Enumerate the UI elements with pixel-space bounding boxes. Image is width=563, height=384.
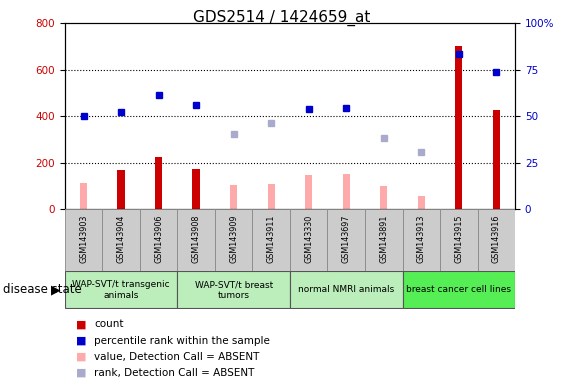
Text: GSM143915: GSM143915 [454, 215, 463, 263]
Text: GSM143697: GSM143697 [342, 215, 351, 263]
FancyBboxPatch shape [403, 271, 515, 308]
Bar [380, 186, 387, 209]
Text: GSM143891: GSM143891 [379, 215, 388, 263]
FancyBboxPatch shape [440, 209, 477, 271]
Bar [343, 174, 350, 209]
Text: GSM143909: GSM143909 [229, 215, 238, 263]
Text: ■: ■ [76, 368, 87, 378]
Text: GSM143906: GSM143906 [154, 215, 163, 263]
FancyBboxPatch shape [365, 209, 403, 271]
Bar [418, 197, 425, 209]
Bar [267, 184, 275, 209]
FancyBboxPatch shape [65, 209, 102, 271]
Text: GSM143330: GSM143330 [304, 215, 313, 263]
Text: value, Detection Call = ABSENT: value, Detection Call = ABSENT [94, 352, 260, 362]
Text: ■: ■ [76, 336, 87, 346]
FancyBboxPatch shape [290, 271, 403, 308]
Bar [155, 157, 162, 209]
Text: WAP-SVT/t breast
tumors: WAP-SVT/t breast tumors [195, 280, 272, 300]
FancyBboxPatch shape [177, 209, 215, 271]
Bar [455, 46, 462, 209]
Bar [193, 169, 200, 209]
FancyBboxPatch shape [252, 209, 290, 271]
FancyBboxPatch shape [290, 209, 328, 271]
Text: breast cancer cell lines: breast cancer cell lines [406, 285, 511, 295]
FancyBboxPatch shape [102, 209, 140, 271]
Text: count: count [94, 319, 123, 329]
Text: rank, Detection Call = ABSENT: rank, Detection Call = ABSENT [94, 368, 254, 378]
Text: GSM143913: GSM143913 [417, 215, 426, 263]
Text: GDS2514 / 1424659_at: GDS2514 / 1424659_at [193, 10, 370, 26]
FancyBboxPatch shape [65, 271, 177, 308]
Text: WAP-SVT/t transgenic
animals: WAP-SVT/t transgenic animals [72, 280, 170, 300]
Text: disease state: disease state [3, 283, 82, 296]
Bar [493, 110, 500, 209]
Bar [80, 182, 87, 209]
Text: GSM143916: GSM143916 [492, 215, 501, 263]
FancyBboxPatch shape [477, 209, 515, 271]
Text: GSM143904: GSM143904 [117, 215, 126, 263]
Text: ▶: ▶ [51, 283, 61, 296]
FancyBboxPatch shape [215, 209, 252, 271]
Text: GSM143911: GSM143911 [267, 215, 276, 263]
Bar [230, 185, 237, 209]
FancyBboxPatch shape [328, 209, 365, 271]
Text: ■: ■ [76, 319, 87, 329]
Text: GSM143908: GSM143908 [191, 215, 200, 263]
Text: GSM143903: GSM143903 [79, 215, 88, 263]
Bar [118, 170, 124, 209]
Text: ■: ■ [76, 352, 87, 362]
Bar [305, 175, 312, 209]
FancyBboxPatch shape [140, 209, 177, 271]
Text: normal NMRI animals: normal NMRI animals [298, 285, 394, 295]
FancyBboxPatch shape [403, 209, 440, 271]
FancyBboxPatch shape [177, 271, 290, 308]
Text: percentile rank within the sample: percentile rank within the sample [94, 336, 270, 346]
